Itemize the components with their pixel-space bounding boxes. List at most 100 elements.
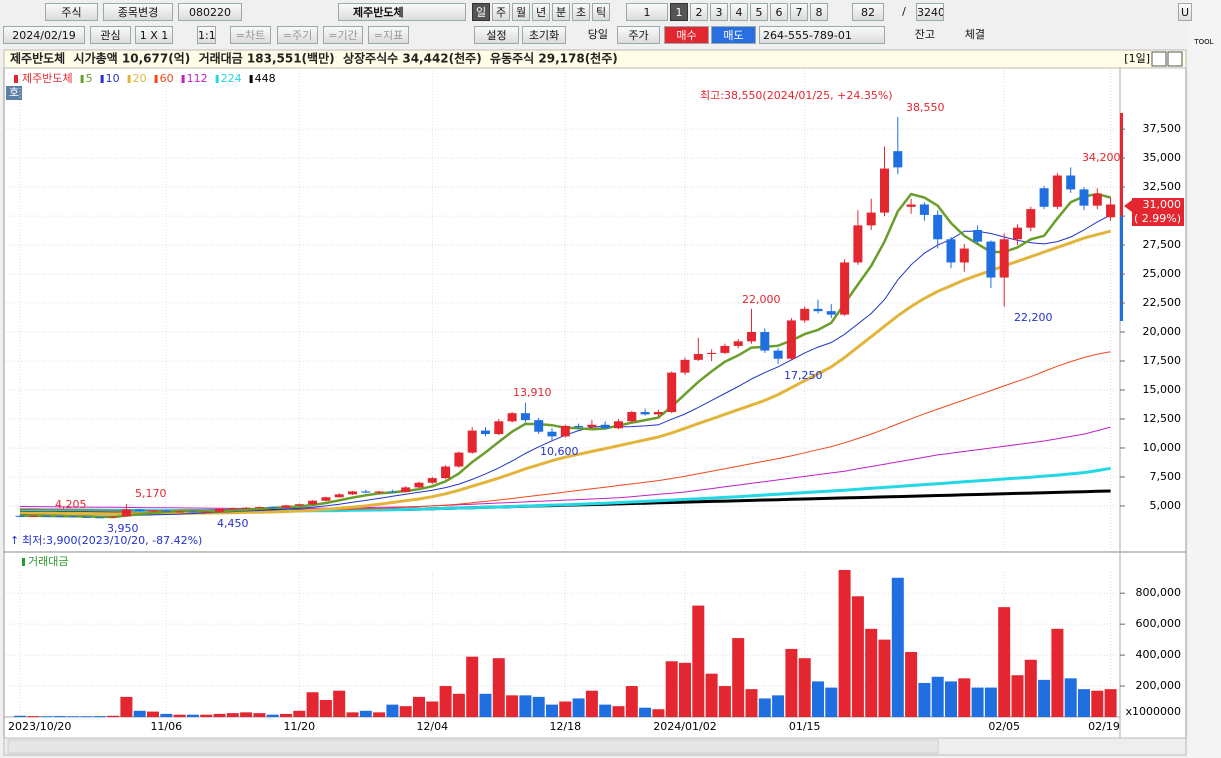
volume-bar bbox=[386, 704, 399, 717]
toolbar-item[interactable]: 초기화 bbox=[522, 26, 566, 44]
volume-bar bbox=[652, 709, 665, 717]
toolbar-item[interactable]: 5 bbox=[750, 3, 768, 21]
candle-body bbox=[986, 241, 996, 278]
close-btn[interactable] bbox=[1167, 51, 1183, 67]
scroll-track[interactable] bbox=[7, 739, 939, 754]
candle-body bbox=[1079, 189, 1089, 206]
toolbar-item[interactable]: 1 X 1 bbox=[135, 26, 173, 44]
volume-bar bbox=[918, 682, 931, 717]
toolbar-item[interactable]: 잔고 bbox=[914, 28, 935, 41]
unit-label: x1000000 bbox=[1126, 705, 1182, 718]
toolbar-item[interactable]: 분 bbox=[552, 3, 570, 21]
toolbar-item[interactable]: 일 bbox=[472, 3, 490, 21]
toolbar-item[interactable]: 8 bbox=[810, 3, 828, 21]
toolbar-item[interactable]: 종목변경 bbox=[103, 3, 173, 21]
price-label: 13,910 bbox=[513, 386, 552, 399]
toolbar-item[interactable]: 7 bbox=[790, 3, 808, 21]
candle-body bbox=[680, 359, 690, 373]
price-label: 5,170 bbox=[135, 487, 167, 500]
candle-body bbox=[866, 212, 876, 226]
toolbar-item[interactable]: 주식 bbox=[45, 3, 98, 21]
candle-body bbox=[1039, 188, 1049, 207]
price-label: 3,950 bbox=[107, 522, 139, 535]
toolbar-item[interactable]: 2 bbox=[690, 3, 708, 21]
toolbar-item[interactable]: 264-555-789-01 bbox=[759, 26, 885, 44]
volume-bar bbox=[639, 707, 652, 717]
toolbar-item[interactable]: 월 bbox=[512, 3, 530, 21]
toolbar-item[interactable]: =지표 bbox=[368, 26, 409, 44]
toolbar-item[interactable]: =주기 bbox=[277, 26, 318, 44]
pane-tag: 호 bbox=[9, 86, 19, 99]
price-label: 38,550 bbox=[906, 101, 945, 114]
candle-body bbox=[826, 311, 836, 315]
candle-body bbox=[281, 505, 291, 508]
toolbar-item[interactable]: 3240 bbox=[916, 3, 944, 21]
candle-body bbox=[999, 239, 1009, 278]
volume-bar bbox=[439, 686, 452, 717]
volume-bar bbox=[306, 692, 319, 717]
candle-body bbox=[95, 517, 105, 519]
candle-body bbox=[853, 225, 863, 263]
candle-body bbox=[773, 350, 783, 359]
volume-bar bbox=[213, 713, 226, 717]
volume-bar bbox=[93, 716, 106, 717]
toolbar-item[interactable]: 설정 bbox=[474, 26, 519, 44]
volume-bar bbox=[253, 713, 266, 717]
candle-body bbox=[494, 421, 504, 435]
last-price-box bbox=[1132, 198, 1184, 226]
toolbar-item[interactable]: 제주반도체 bbox=[338, 3, 466, 21]
candle-body bbox=[467, 430, 477, 453]
toolbar-item[interactable]: 2024/02/19 bbox=[3, 26, 85, 44]
legend-entry: 60 bbox=[160, 72, 174, 85]
volume-bar bbox=[492, 658, 505, 717]
toolbar-item[interactable]: U bbox=[1178, 3, 1192, 21]
toolbar-item[interactable]: 매도 bbox=[711, 26, 756, 44]
y-tick-label: 200,000 bbox=[1136, 679, 1182, 692]
volume-bar bbox=[692, 605, 705, 717]
candle-body bbox=[547, 431, 557, 437]
toolbar-item[interactable]: 주 bbox=[492, 3, 510, 21]
x-tick-label: 12/04 bbox=[416, 720, 448, 733]
candle-body bbox=[161, 510, 171, 512]
toolbar-item[interactable]: 체결 bbox=[964, 28, 985, 41]
volume-bar bbox=[200, 714, 213, 717]
toolbar-item[interactable]: 주가 bbox=[617, 26, 660, 44]
toolbar-item[interactable]: 매수 bbox=[664, 26, 709, 44]
toolbar-item[interactable]: 당일 bbox=[587, 28, 608, 41]
volume-bar bbox=[825, 687, 838, 717]
toolbar-item[interactable]: 틱 bbox=[592, 3, 610, 21]
volume-bar bbox=[280, 713, 292, 717]
candle-body bbox=[454, 452, 464, 467]
volume-bar bbox=[413, 696, 425, 717]
price-label: 4,205 bbox=[55, 498, 87, 511]
volume-bar bbox=[532, 696, 545, 717]
candle-body bbox=[254, 507, 264, 509]
legend-swatch bbox=[22, 558, 25, 566]
toolbar-item[interactable]: 080220 bbox=[178, 3, 242, 21]
toolbar-item[interactable]: 관심 bbox=[90, 26, 131, 44]
toolbar-item[interactable]: =기간 bbox=[323, 26, 363, 44]
candle-body bbox=[1106, 204, 1116, 218]
volume-bar bbox=[905, 652, 918, 717]
toolbar-item[interactable]: 4 bbox=[730, 3, 748, 21]
candle-body bbox=[188, 511, 198, 513]
volume-bar bbox=[945, 681, 957, 717]
y-tick-label: 800,000 bbox=[1136, 586, 1182, 599]
candle-body bbox=[959, 248, 969, 263]
toolbar-item[interactable]: 1 bbox=[670, 3, 688, 21]
x-tick-label: 11/06 bbox=[150, 720, 182, 733]
toolbar-item[interactable]: =차트 bbox=[230, 26, 271, 44]
candle-body bbox=[55, 516, 65, 518]
toolbar-item[interactable]: 3 bbox=[710, 3, 728, 21]
toolbar-item[interactable]: 82 bbox=[852, 3, 884, 21]
candle-body bbox=[361, 491, 371, 493]
max-btn[interactable] bbox=[1151, 51, 1167, 67]
toolbar-item[interactable]: 년 bbox=[532, 3, 550, 21]
y-tick-label: 600,000 bbox=[1136, 617, 1182, 630]
toolbar-item[interactable]: 6 bbox=[770, 3, 788, 21]
toolbar-item[interactable]: 초 bbox=[572, 3, 590, 21]
toolbar-item[interactable]: 1:1 bbox=[197, 26, 216, 44]
price-label: 34,200 bbox=[1082, 151, 1121, 164]
toolbar-item[interactable]: 1 bbox=[626, 3, 668, 21]
